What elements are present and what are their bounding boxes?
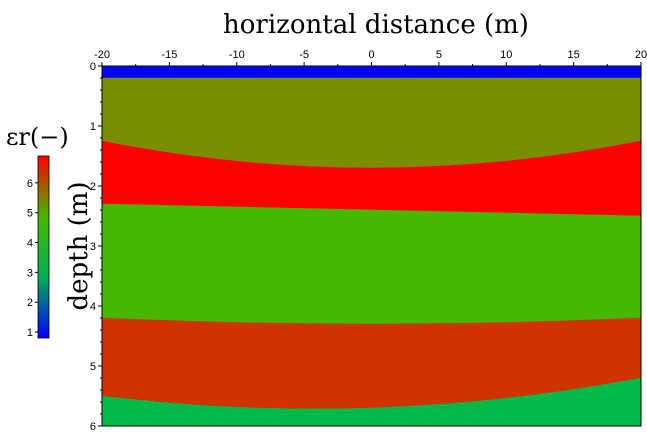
colorbar-tick-label: 2 — [27, 297, 33, 309]
layer-1 — [101, 65, 642, 79]
colorbar-bar — [37, 155, 50, 339]
plot-layers — [101, 65, 642, 427]
x-tick-label: -20 — [94, 49, 110, 61]
y-tick-label: 4 — [90, 301, 96, 313]
x-tick-label: -10 — [229, 49, 245, 61]
x-axis-ticks: -20 -15 -10 -5 0 5 10 15 20 — [94, 49, 647, 66]
colorbar-tick-label: 3 — [27, 267, 33, 279]
colorbar: εr(−) 1 2 3 4 5 6 — [6, 123, 69, 339]
y-tick-label: 3 — [90, 241, 96, 253]
x-tick-label: 5 — [436, 49, 442, 61]
x-tick-label: -5 — [299, 49, 309, 61]
colorbar-tick-label: 4 — [27, 238, 33, 250]
x-tick-label: 15 — [568, 49, 580, 61]
colorbar-tick-label: 1 — [27, 327, 33, 339]
layer-4 — [101, 203, 642, 325]
chart-title: horizontal distance (m) — [223, 10, 529, 40]
y-tick-label: 5 — [90, 361, 96, 373]
colorbar-title: εr(−) — [6, 123, 69, 151]
colorbar-tick-label: 5 — [27, 208, 33, 220]
x-tick-label: -15 — [161, 49, 177, 61]
colorbar-tick-label: 6 — [27, 178, 33, 190]
y-tick-label: 6 — [90, 421, 96, 432]
y-tick-label: 0 — [90, 61, 96, 73]
y-tick-label: 1 — [90, 121, 96, 133]
layer-6 — [101, 377, 642, 427]
y-axis-ticks: 0 1 2 3 4 5 6 — [90, 61, 102, 432]
x-tick-label: 10 — [500, 49, 512, 61]
x-tick-label: 20 — [635, 49, 647, 61]
y-axis-label: depth (m) — [64, 181, 94, 310]
layer-3 — [101, 140, 642, 217]
y-tick-label: 2 — [90, 181, 96, 193]
x-tick-label: 0 — [368, 49, 374, 61]
